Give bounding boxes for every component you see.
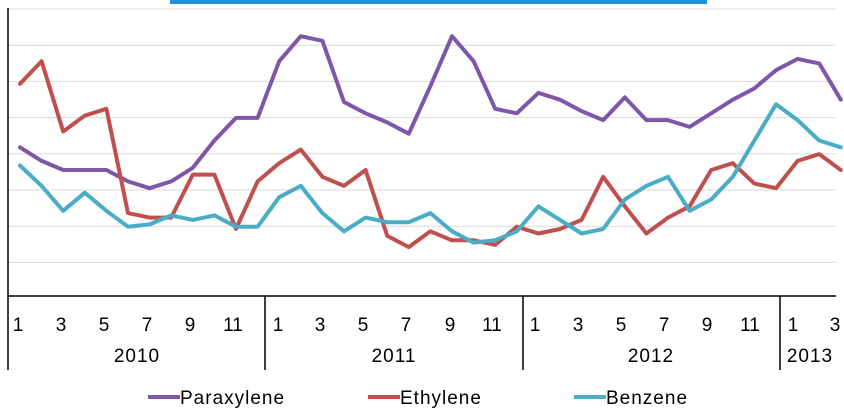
x-tick-label: 9 <box>702 315 713 336</box>
x-tick-label: 11 <box>740 315 760 336</box>
x-tick-label: 1 <box>13 315 24 336</box>
year-label: 2012 <box>628 346 674 367</box>
x-tick-label: 3 <box>830 315 841 336</box>
year-labels: 2010 2011 2012 2013 <box>114 346 833 367</box>
legend: Paraxylene Ethylene Benzene <box>148 388 688 409</box>
series-line-paraxylene <box>18 34 843 191</box>
x-tick-label: 11 <box>482 315 502 336</box>
x-tick-label: 3 <box>573 315 584 336</box>
x-tick-label: 5 <box>616 315 627 336</box>
x-tick-label: 7 <box>659 315 670 336</box>
year-label: 2011 <box>372 346 417 367</box>
x-tick-label: 7 <box>401 315 412 336</box>
series-line-ethylene <box>18 59 843 250</box>
x-tick-label: 9 <box>445 315 456 336</box>
x-tick-label: 1 <box>788 315 799 336</box>
x-tick-label: 7 <box>142 315 153 336</box>
x-tick-labels: 1 3 5 7 9 11 1 3 5 7 9 11 1 3 5 7 9 11 1 3 <box>13 315 841 336</box>
x-tick-label: 1 <box>273 315 284 336</box>
x-axis <box>7 8 836 370</box>
legend-label-paraxylene: Paraxylene <box>180 388 285 409</box>
x-tick-label: 5 <box>99 315 110 336</box>
legend-label-ethylene: Ethylene <box>400 388 482 409</box>
year-label: 2013 <box>787 346 833 367</box>
x-tick-label: 3 <box>315 315 326 336</box>
x-tick-label: 9 <box>185 315 196 336</box>
x-tick-label: 1 <box>530 315 541 336</box>
year-label: 2010 <box>114 346 160 367</box>
x-tick-label: 3 <box>56 315 67 336</box>
x-tick-label: 5 <box>358 315 369 336</box>
series-lines <box>18 34 843 250</box>
legend-label-benzene: Benzene <box>606 388 688 409</box>
x-tick-label: 11 <box>223 315 243 336</box>
title-remnant-underline <box>170 0 707 4</box>
series-line-benzene <box>18 102 843 245</box>
